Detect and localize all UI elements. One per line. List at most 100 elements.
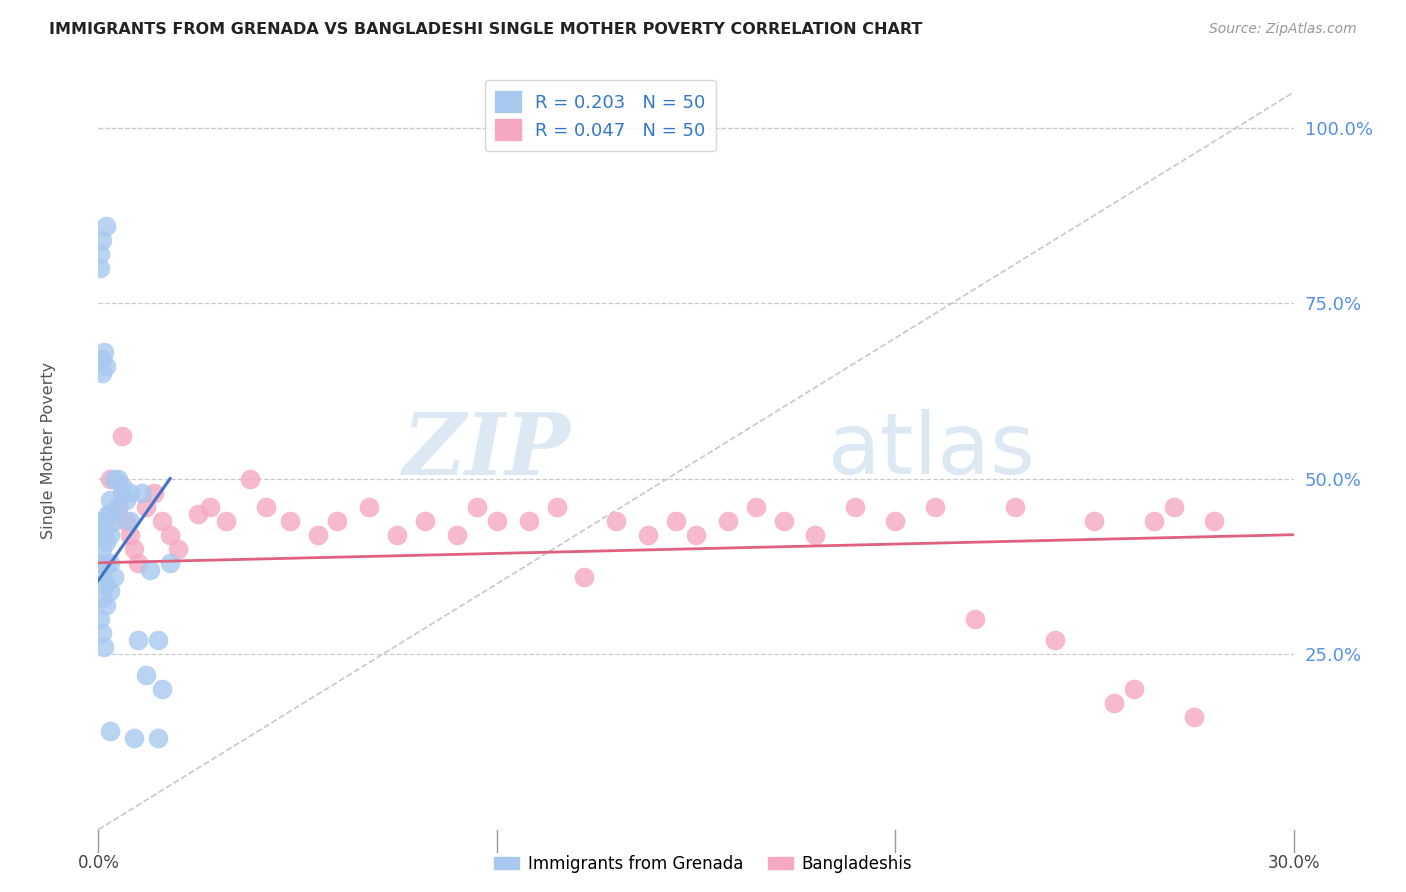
Point xyxy=(685,527,707,541)
Point xyxy=(89,247,111,261)
Point xyxy=(924,500,946,514)
Point xyxy=(91,570,114,584)
Point xyxy=(91,527,114,541)
Point xyxy=(546,500,568,514)
Point xyxy=(124,541,146,556)
Point xyxy=(148,731,170,746)
Point xyxy=(89,514,111,528)
Point xyxy=(120,514,142,528)
Point xyxy=(239,471,262,485)
Point xyxy=(98,507,122,521)
Point xyxy=(1004,500,1026,514)
Point xyxy=(115,492,138,507)
Point xyxy=(465,500,488,514)
Point xyxy=(91,591,114,605)
Point xyxy=(98,471,122,485)
Text: IMMIGRANTS FROM GRENADA VS BANGLADESHI SINGLE MOTHER POVERTY CORRELATION CHART: IMMIGRANTS FROM GRENADA VS BANGLADESHI S… xyxy=(49,22,922,37)
Point xyxy=(135,500,157,514)
Point xyxy=(96,556,118,570)
Point xyxy=(139,563,162,577)
Point xyxy=(107,500,129,514)
Point xyxy=(148,633,170,648)
Point xyxy=(124,731,146,746)
Point xyxy=(150,514,173,528)
Point xyxy=(963,612,986,626)
Point xyxy=(517,514,540,528)
Legend: R = 0.203   N = 50, R = 0.047   N = 50: R = 0.203 N = 50, R = 0.047 N = 50 xyxy=(485,80,716,151)
Point xyxy=(91,541,114,556)
Point xyxy=(115,514,138,528)
Point xyxy=(111,485,134,500)
Point xyxy=(359,500,381,514)
Point xyxy=(804,527,827,541)
Point xyxy=(150,682,173,697)
Point xyxy=(107,471,129,485)
Point xyxy=(89,260,111,275)
Point xyxy=(717,514,740,528)
Point xyxy=(103,514,125,528)
Point xyxy=(772,514,794,528)
Point xyxy=(884,514,907,528)
Point xyxy=(98,583,122,598)
Point xyxy=(93,345,115,359)
Point xyxy=(446,527,468,541)
Point xyxy=(326,514,349,528)
Point xyxy=(1123,682,1146,697)
Point xyxy=(1202,514,1225,528)
Point xyxy=(745,500,768,514)
Point xyxy=(91,233,114,247)
Point xyxy=(485,514,508,528)
Point xyxy=(93,640,115,654)
Point xyxy=(91,514,114,528)
Point xyxy=(167,541,190,556)
Point xyxy=(1163,500,1185,514)
Point xyxy=(96,577,118,591)
Point xyxy=(413,514,436,528)
Point xyxy=(159,556,181,570)
Point xyxy=(127,633,149,648)
Point xyxy=(120,527,142,541)
Point xyxy=(135,668,157,682)
Point xyxy=(574,570,596,584)
Point xyxy=(96,219,118,233)
Point xyxy=(1083,514,1105,528)
Point xyxy=(96,598,118,612)
Point xyxy=(127,556,149,570)
Point xyxy=(215,514,238,528)
Point xyxy=(98,556,122,570)
Point xyxy=(111,478,134,492)
Point xyxy=(278,514,301,528)
Point xyxy=(1043,633,1066,648)
Point xyxy=(187,507,209,521)
Point xyxy=(665,514,688,528)
Point xyxy=(107,500,129,514)
Text: 0.0%: 0.0% xyxy=(77,854,120,871)
Point xyxy=(131,485,153,500)
Point xyxy=(1104,696,1126,710)
Point xyxy=(90,527,112,541)
Point xyxy=(103,471,125,485)
Point xyxy=(91,626,114,640)
Point xyxy=(1182,710,1205,724)
Point xyxy=(159,527,181,541)
Point xyxy=(143,485,166,500)
Point xyxy=(307,527,329,541)
Point xyxy=(97,507,120,521)
Point xyxy=(96,359,118,374)
Point xyxy=(98,527,122,541)
Point xyxy=(98,492,122,507)
Point xyxy=(96,521,118,535)
Text: ZIP: ZIP xyxy=(402,409,571,492)
Point xyxy=(103,570,125,584)
Point xyxy=(89,556,111,570)
Point xyxy=(91,352,114,367)
Legend: Immigrants from Grenada, Bangladeshis: Immigrants from Grenada, Bangladeshis xyxy=(488,848,918,880)
Point xyxy=(91,366,114,380)
Point xyxy=(1143,514,1166,528)
Text: Source: ZipAtlas.com: Source: ZipAtlas.com xyxy=(1209,22,1357,37)
Point xyxy=(844,500,866,514)
Point xyxy=(385,527,409,541)
Point xyxy=(96,534,118,549)
Point xyxy=(89,612,111,626)
Text: atlas: atlas xyxy=(827,409,1035,492)
